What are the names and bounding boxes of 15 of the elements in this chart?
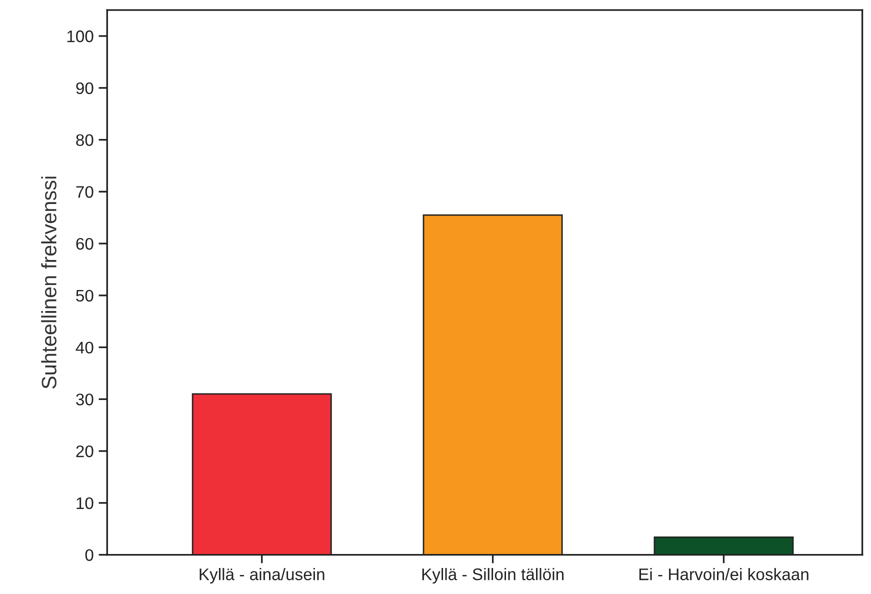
y-tick-label: 60: [76, 238, 94, 250]
y-tick-label: 10: [76, 497, 94, 510]
y-tick-label: 80: [76, 134, 94, 146]
x-tick-label: Kyllä - aina/usein: [200, 568, 324, 584]
y-tick-label: 20: [76, 445, 94, 458]
y-tick-label: 100: [67, 30, 94, 42]
y-tick-label: 30: [76, 394, 94, 406]
x-tick-label: Ei - Harvoin/ei koskaan: [639, 568, 808, 580]
y-tick-label: 50: [76, 290, 94, 302]
y-axis-title: Suhteellinen frekvenssi: [41, 176, 56, 389]
y-tick-label: 40: [76, 342, 94, 354]
x-tick-label: Kyllä - Silloin tällöin: [422, 568, 564, 584]
y-tick-label: 0: [85, 549, 94, 561]
y-tick-label: 70: [76, 186, 94, 198]
y-tick-label: 90: [76, 82, 94, 94]
